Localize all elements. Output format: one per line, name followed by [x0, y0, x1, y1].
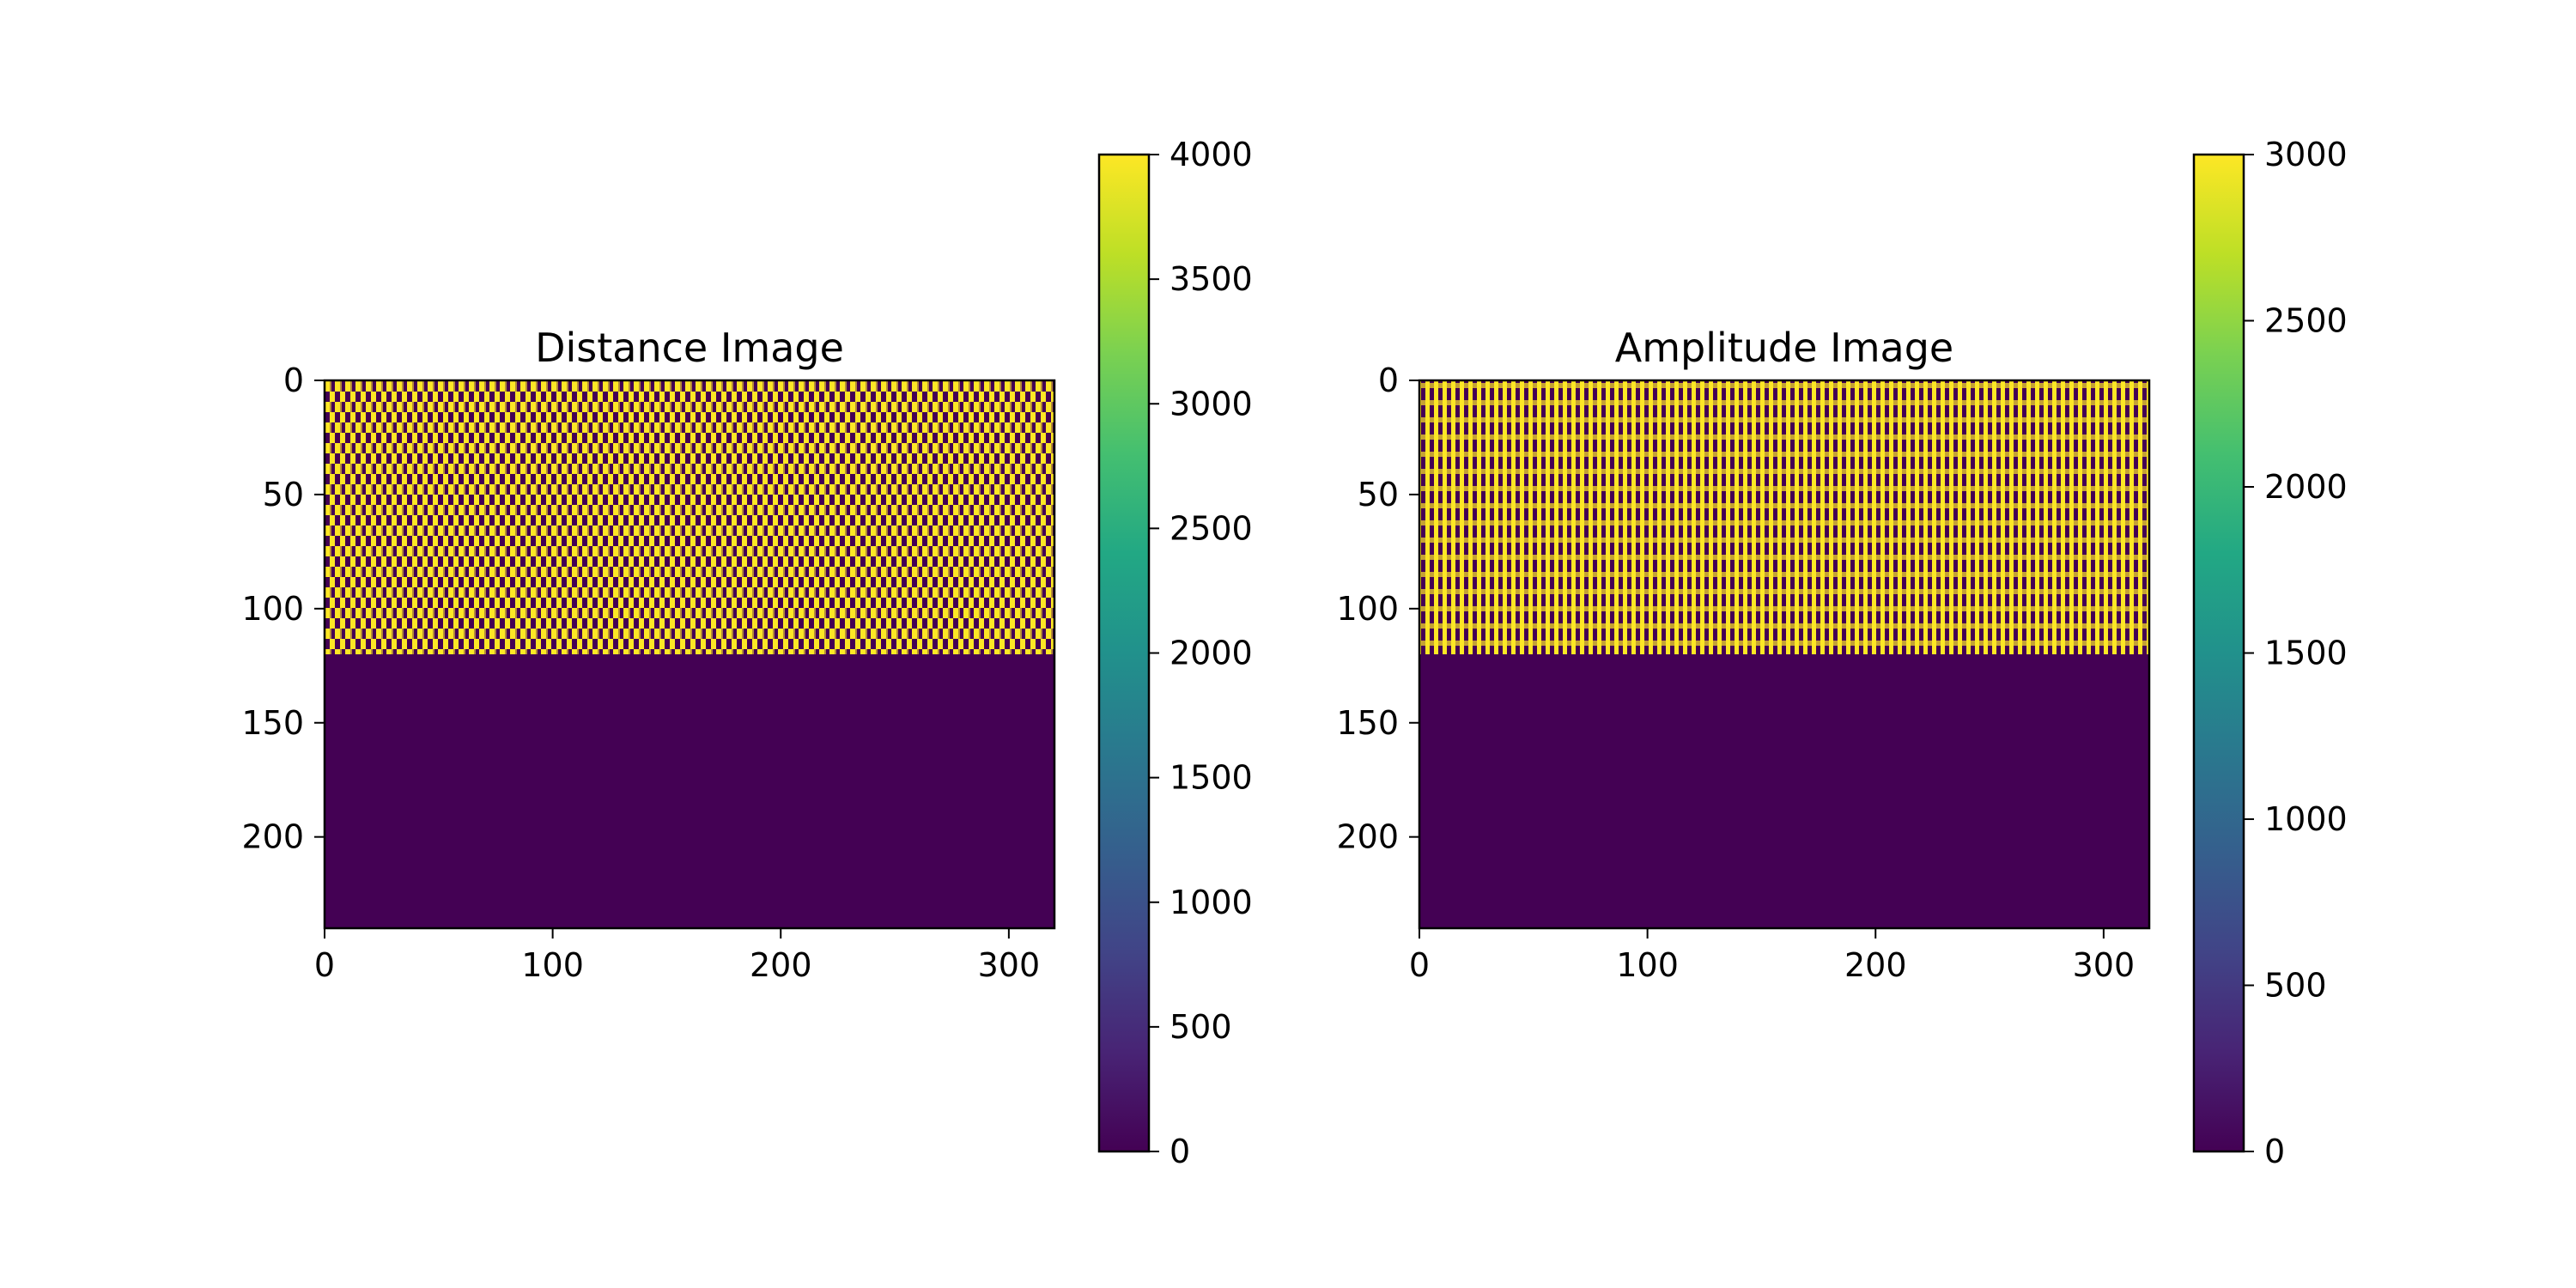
colorbar-tick-label: 500 — [2264, 967, 2327, 1005]
x-tick-label: 0 — [314, 946, 335, 984]
axes-frame — [1418, 379, 2151, 930]
colorbar-tick-label: 1500 — [1170, 759, 1253, 797]
image-region-2 — [325, 654, 1054, 928]
colorbar — [2192, 153, 2245, 1153]
y-tick-label: 50 — [263, 476, 304, 513]
y-tick-label: 150 — [1336, 704, 1399, 742]
colorbar-tick-label: 2500 — [2264, 302, 2348, 340]
colorbar-tick-label: 500 — [1170, 1008, 1232, 1046]
x-tick-label: 0 — [1409, 946, 1430, 984]
colorbar-tick-label: 3500 — [1170, 260, 1253, 298]
colorbar-tick-label: 2500 — [1170, 509, 1253, 547]
chart-title: Distance Image — [535, 325, 844, 371]
x-tick-label: 100 — [1616, 946, 1679, 984]
colorbar-tick-label: 2000 — [2264, 468, 2348, 506]
colorbar-tick-label: 0 — [1170, 1133, 1190, 1170]
y-tick-label: 100 — [1336, 590, 1399, 628]
colorbar-tick-label: 1500 — [2264, 635, 2348, 672]
image-region-1 — [1419, 380, 2149, 654]
y-tick-label: 150 — [241, 704, 304, 742]
image-region-1 — [325, 380, 1054, 654]
y-tick-label: 0 — [1378, 361, 1399, 399]
image-region-2 — [1419, 654, 2149, 928]
x-tick-label: 200 — [1844, 946, 1907, 984]
colorbar-tick-label: 3000 — [2264, 136, 2348, 173]
y-tick-label: 200 — [241, 818, 304, 856]
colorbar-tick-label: 2000 — [1170, 635, 1253, 672]
chart-title: Amplitude Image — [1615, 325, 1953, 371]
colorbar-tick-label: 1000 — [2264, 800, 2348, 838]
axes-frame — [323, 379, 1056, 930]
x-tick-label: 100 — [521, 946, 584, 984]
x-tick-label: 200 — [750, 946, 812, 984]
colorbar-tick-label: 4000 — [1170, 136, 1253, 173]
colorbar-tick-label: 3000 — [1170, 385, 1253, 422]
x-tick-label: 300 — [978, 946, 1041, 984]
colorbar — [1097, 153, 1151, 1153]
y-tick-label: 100 — [241, 590, 304, 628]
x-tick-label: 300 — [2073, 946, 2136, 984]
y-tick-label: 50 — [1358, 476, 1399, 513]
y-tick-label: 200 — [1336, 818, 1399, 856]
y-tick-label: 0 — [283, 361, 304, 399]
colorbar-tick-label: 1000 — [1170, 884, 1253, 921]
colorbar-tick-label: 0 — [2264, 1133, 2285, 1170]
